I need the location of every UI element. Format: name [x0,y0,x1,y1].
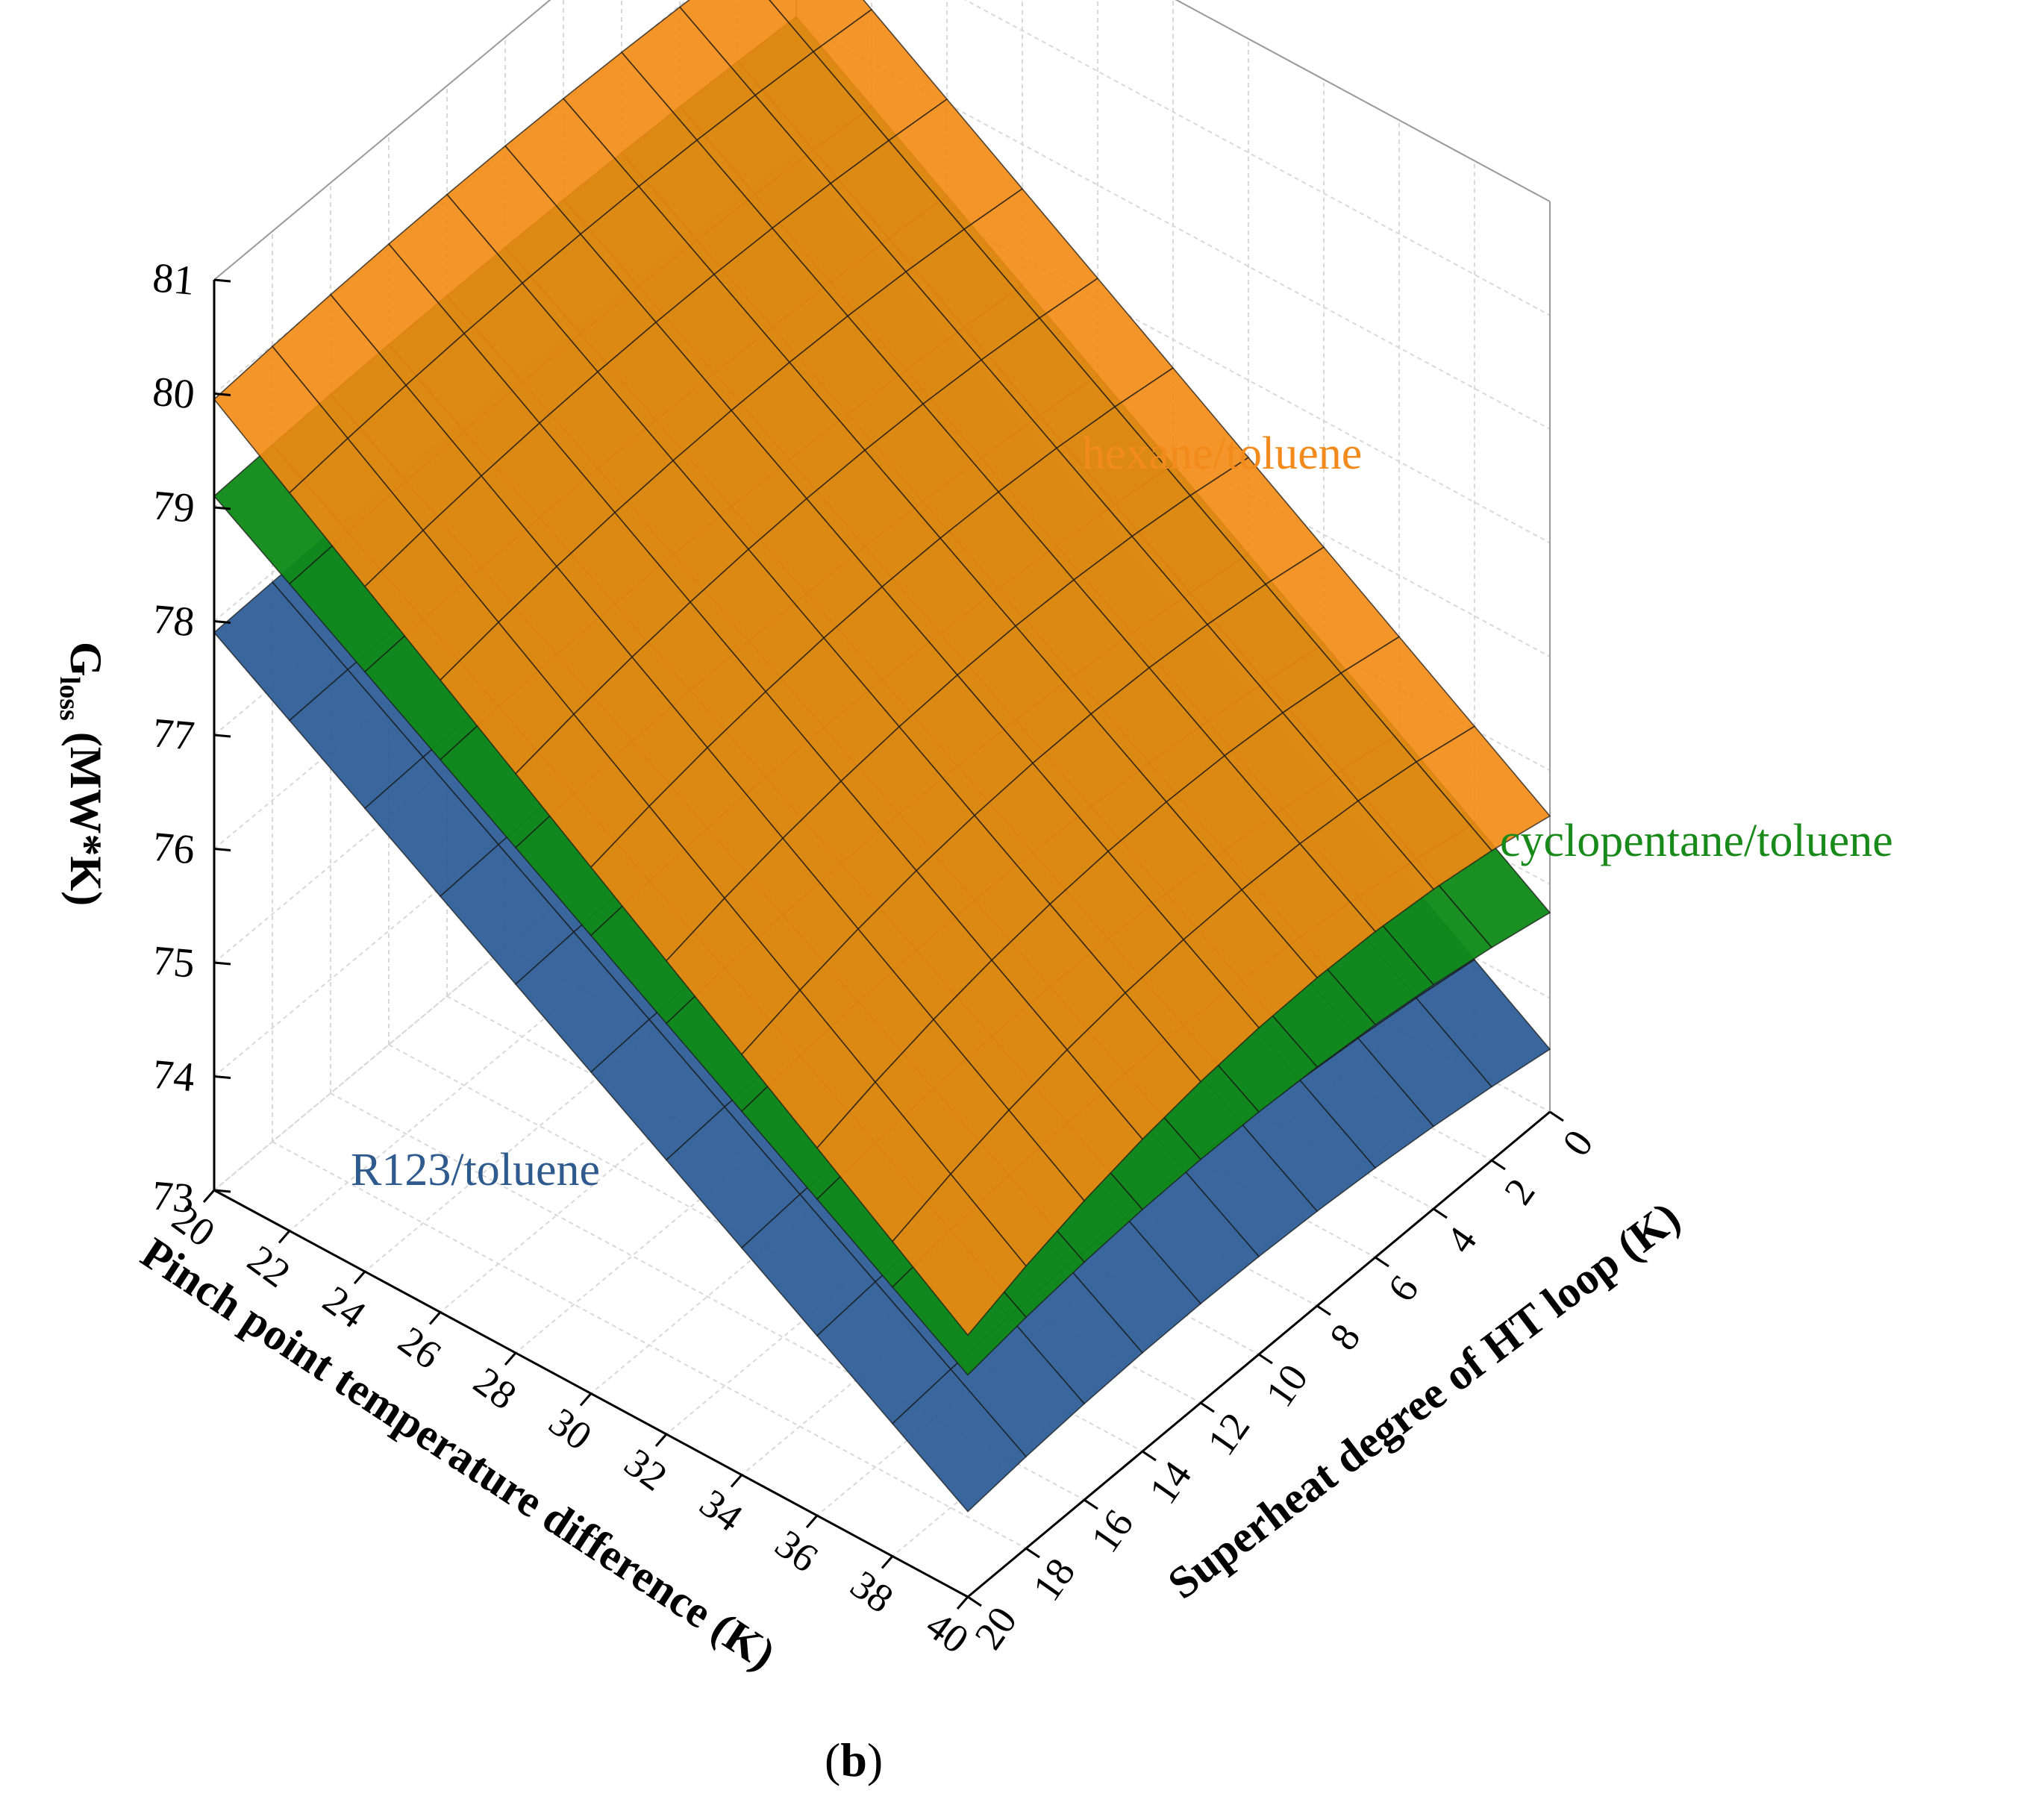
y-tick-label: 4 [1437,1219,1486,1261]
x-tick [579,1392,592,1407]
y-tick-label: 16 [1082,1501,1142,1560]
z-tick [213,1189,231,1193]
y-tick-label: 2 [1495,1170,1544,1213]
y-tick [1316,1304,1331,1316]
y-tick [1491,1159,1506,1171]
x-tick-label: 34 [692,1480,751,1540]
z-tick-label: 76 [151,824,196,874]
x-tick [730,1474,743,1488]
axes-frame [202,278,1564,1610]
floor-grid-line [330,1092,1085,1501]
z-tick [213,393,231,396]
z-tick-label: 73 [150,1172,196,1222]
y-tick [1200,1401,1215,1413]
z-tick-label: 79 [151,482,196,532]
z-tick [213,620,231,624]
y-tick [1258,1353,1273,1365]
z-tick-label: 77 [151,710,196,760]
y-tick [1549,1110,1564,1122]
z-axis-label-sub: loss [54,677,85,721]
x-tick [956,1596,969,1610]
z-axis-label-unit: (MW*K) [61,721,110,906]
x-tick [353,1271,366,1284]
svg-text:Gloss (MW*K): Gloss (MW*K) [54,642,110,906]
series-label-r123: R123/toluene [351,1145,600,1195]
z-tick [213,1075,231,1079]
x-tick-label: 38 [842,1562,901,1622]
x-tick-label: 28 [466,1358,525,1418]
y-tick-label: 20 [966,1598,1025,1657]
wall-edge [1175,0,1551,202]
y-tick-label: 0 [1554,1122,1602,1164]
wall-edge [213,0,551,281]
z-tick-label: 78 [151,596,196,646]
z-tick [213,506,231,510]
y-tick-label: 18 [1024,1550,1084,1609]
y-tick [967,1595,982,1607]
surface-hexane-toluene [213,0,1551,1336]
figure-caption: (b) [825,1733,883,1786]
floor-grid-line [272,1141,1027,1549]
figure-caption-letter: b [840,1733,867,1786]
x-tick [654,1433,668,1447]
y-tick-label: 10 [1257,1356,1316,1415]
y-tick [1433,1207,1448,1219]
z-tick-label: 75 [151,937,196,987]
y-tick [1375,1256,1389,1268]
y-tick [1025,1547,1040,1559]
x-tick [881,1555,894,1569]
y-tick-label: 12 [1198,1404,1258,1463]
z-tick-label: 74 [151,1051,196,1101]
x-tick-label: 36 [767,1521,826,1580]
x-axis-label-group: Pinch point temperature difference (K) [133,1228,784,1680]
series-label-hexane: hexane/toluene [1082,428,1362,479]
x-tick-label: 32 [616,1439,675,1499]
y-tick-label: 8 [1321,1316,1369,1358]
surface-cell [891,1368,1028,1513]
y-tick [1142,1450,1157,1462]
x-axis-label: Pinch point temperature difference (K) [133,1228,784,1680]
y-tick-label: 6 [1379,1267,1428,1310]
x-tick [428,1311,442,1325]
y-tick [1084,1498,1098,1510]
x-tick-label: 24 [315,1277,374,1336]
z-tick-label: 81 [151,254,196,304]
x-tick [278,1230,291,1244]
x-tick-label: 30 [541,1399,600,1459]
z-axis-label-main: G [61,642,110,677]
x-tick-label: 26 [390,1318,449,1377]
x-tick [202,1189,216,1203]
y-tick-label: 14 [1140,1453,1200,1512]
z-tick [213,961,231,966]
surfaces [213,0,1551,1513]
z-tick [213,848,231,851]
series-label-cyclopentane: cyclopentane/toluene [1500,816,1893,866]
z-tick-label: 80 [151,369,196,419]
z-axis-label: Gloss (MW*K) [54,642,110,906]
x-tick [504,1352,517,1366]
z-tick [213,278,231,283]
x-tick [805,1515,819,1528]
z-tick [213,734,231,738]
surface-cell [891,1173,1028,1336]
